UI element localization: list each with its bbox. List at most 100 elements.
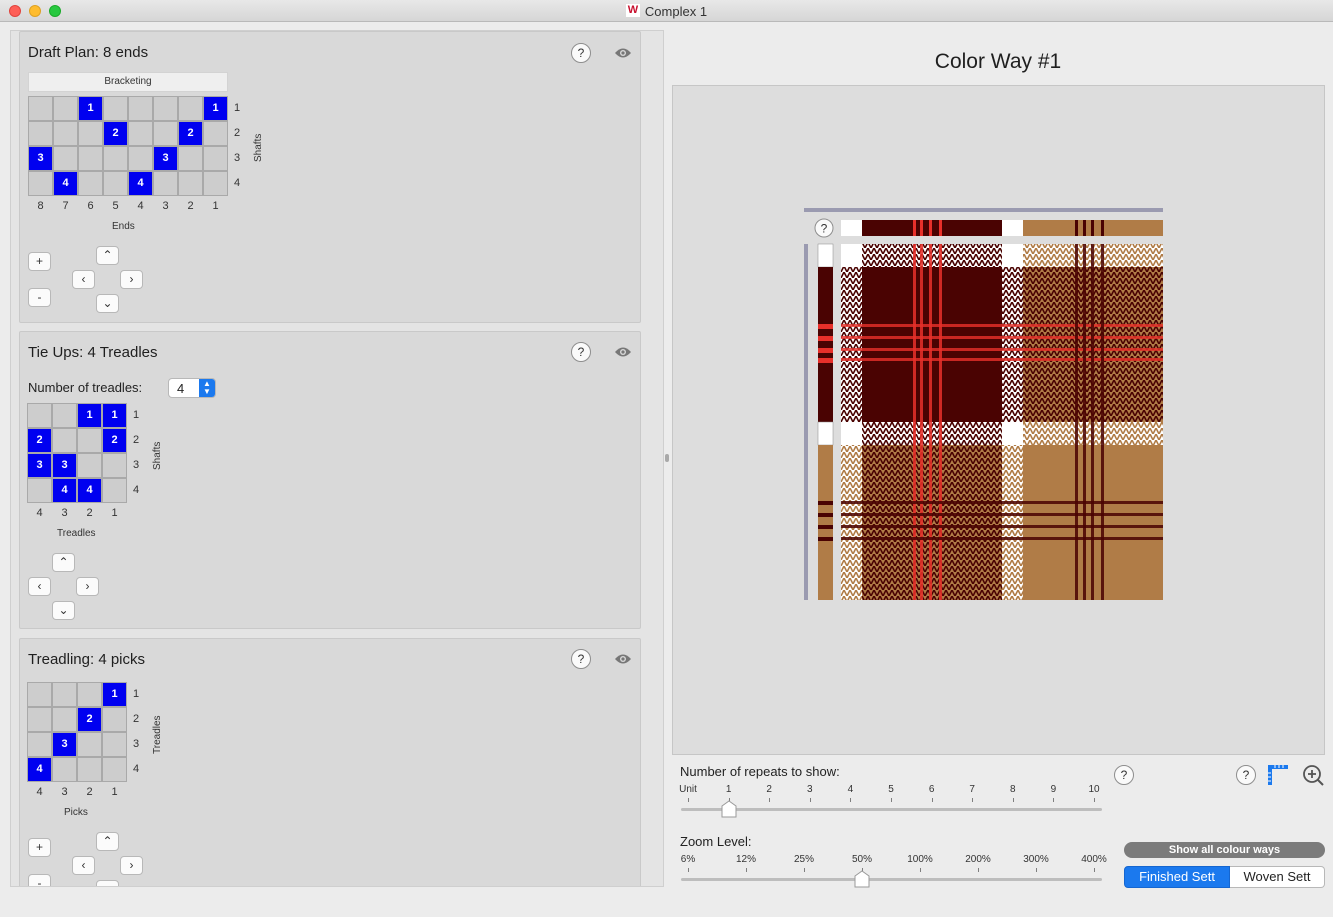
- treadles-stepper[interactable]: 4 ▲ ▼: [168, 378, 216, 398]
- draft-cell[interactable]: [203, 146, 228, 171]
- tieup-cell[interactable]: [27, 403, 52, 428]
- draft-cell[interactable]: [28, 121, 53, 146]
- tieup-cell[interactable]: [52, 403, 77, 428]
- draft-cell[interactable]: [53, 96, 78, 121]
- draft-cell[interactable]: [78, 171, 103, 196]
- treadling-cell[interactable]: [27, 732, 52, 757]
- treadling-cell[interactable]: [27, 707, 52, 732]
- draft-cell[interactable]: 3: [153, 146, 178, 171]
- draft-cell[interactable]: [28, 171, 53, 196]
- preview-help-circle-icon[interactable]: [814, 218, 834, 238]
- tieup-cell[interactable]: 1: [77, 403, 102, 428]
- draft-cell[interactable]: [153, 96, 178, 121]
- ruler-icon[interactable]: [1266, 763, 1290, 787]
- fabric-preview-area[interactable]: ?: [672, 85, 1325, 755]
- tieup-cell[interactable]: 3: [52, 453, 77, 478]
- draft-cell[interactable]: [153, 171, 178, 196]
- treadling-visibility-eye-icon[interactable]: [614, 653, 632, 665]
- treadling-move-left-button[interactable]: ‹: [72, 856, 95, 875]
- tieup-cell[interactable]: [77, 453, 102, 478]
- treadling-cell[interactable]: [77, 732, 102, 757]
- treadling-cell[interactable]: [52, 707, 77, 732]
- draft-cell[interactable]: [28, 96, 53, 121]
- draft-cell[interactable]: [78, 121, 103, 146]
- settings-help-button[interactable]: ?: [1236, 765, 1256, 785]
- tieup-cell[interactable]: 3: [27, 453, 52, 478]
- tieup-move-down-button[interactable]: ⌄: [52, 601, 75, 620]
- draft-cell[interactable]: [53, 121, 78, 146]
- draft-cell[interactable]: [178, 146, 203, 171]
- treadling-cell[interactable]: 4: [27, 757, 52, 782]
- tieup-cell[interactable]: 2: [27, 428, 52, 453]
- tieup-cell[interactable]: [102, 478, 127, 503]
- draft-cell[interactable]: 1: [203, 96, 228, 121]
- tieup-cell[interactable]: [102, 453, 127, 478]
- draft-cell[interactable]: 1: [78, 96, 103, 121]
- draft-cell[interactable]: [128, 146, 153, 171]
- tieups-visibility-eye-icon[interactable]: [614, 346, 632, 358]
- split-view-divider-handle[interactable]: [665, 454, 669, 462]
- woven-sett-segment[interactable]: Woven Sett: [1230, 866, 1325, 888]
- draft-cell[interactable]: [78, 146, 103, 171]
- draft-cell[interactable]: [128, 121, 153, 146]
- draft-cell[interactable]: 2: [103, 121, 128, 146]
- tieup-move-left-button[interactable]: ‹: [28, 577, 51, 596]
- tieups-help-button[interactable]: ?: [571, 342, 591, 362]
- treadling-cell[interactable]: 1: [102, 682, 127, 707]
- zoom-slider-track[interactable]: [681, 878, 1102, 881]
- tieup-cell[interactable]: [27, 478, 52, 503]
- draft-cell[interactable]: 2: [178, 121, 203, 146]
- treadling-cell[interactable]: [27, 682, 52, 707]
- minimize-window-button[interactable]: [29, 5, 41, 17]
- draft-cell[interactable]: [203, 171, 228, 196]
- draft-cell[interactable]: [178, 171, 203, 196]
- tieup-cell[interactable]: 2: [102, 428, 127, 453]
- draft-add-button[interactable]: +: [28, 252, 51, 271]
- treadling-cell[interactable]: 3: [52, 732, 77, 757]
- treadling-cell[interactable]: [77, 682, 102, 707]
- show-all-colour-ways-button[interactable]: Show all colour ways: [1124, 842, 1325, 858]
- draft-cell[interactable]: [178, 96, 203, 121]
- treadling-cell[interactable]: [52, 757, 77, 782]
- treadling-cell[interactable]: 2: [77, 707, 102, 732]
- treadling-cell[interactable]: [52, 682, 77, 707]
- close-window-button[interactable]: [9, 5, 21, 17]
- treadling-cell[interactable]: [102, 732, 127, 757]
- draft-cell[interactable]: 3: [28, 146, 53, 171]
- stepper-arrows-icon[interactable]: ▲ ▼: [199, 379, 215, 397]
- treadling-move-up-button[interactable]: ⌃: [96, 832, 119, 851]
- repeats-slider-thumb[interactable]: [721, 800, 737, 818]
- draft-cell[interactable]: [103, 96, 128, 121]
- treadling-remove-button[interactable]: -: [28, 874, 51, 886]
- treadling-move-right-button[interactable]: ›: [120, 856, 143, 875]
- zoom-in-icon[interactable]: [1302, 764, 1324, 786]
- zoom-window-button[interactable]: [49, 5, 61, 17]
- draft-cell[interactable]: 4: [53, 171, 78, 196]
- draft-cell[interactable]: [53, 146, 78, 171]
- tieup-cell[interactable]: 1: [102, 403, 127, 428]
- treadling-cell[interactable]: [102, 757, 127, 782]
- draft-move-left-button[interactable]: ‹: [72, 270, 95, 289]
- treadling-help-button[interactable]: ?: [571, 649, 591, 669]
- draft-cell[interactable]: 4: [128, 171, 153, 196]
- zoom-slider-thumb[interactable]: [854, 870, 870, 888]
- draft-visibility-eye-icon[interactable]: [614, 47, 632, 59]
- draft-cell[interactable]: [203, 121, 228, 146]
- tieup-cell[interactable]: [77, 428, 102, 453]
- tieup-cell[interactable]: 4: [52, 478, 77, 503]
- draft-cell[interactable]: [153, 121, 178, 146]
- draft-move-right-button[interactable]: ›: [120, 270, 143, 289]
- bracketing-bar[interactable]: Bracketing: [28, 72, 228, 92]
- draft-remove-button[interactable]: -: [28, 288, 51, 307]
- draft-move-up-button[interactable]: ⌃: [96, 246, 119, 265]
- draft-cell[interactable]: [128, 96, 153, 121]
- treadling-add-button[interactable]: +: [28, 838, 51, 857]
- tieup-move-right-button[interactable]: ›: [76, 577, 99, 596]
- repeats-help-button[interactable]: ?: [1114, 765, 1134, 785]
- tieup-move-up-button[interactable]: ⌃: [52, 553, 75, 572]
- draft-cell[interactable]: [103, 146, 128, 171]
- treadling-cell[interactable]: [77, 757, 102, 782]
- treadling-move-down-button[interactable]: ⌄: [96, 880, 119, 886]
- tieup-cell[interactable]: [52, 428, 77, 453]
